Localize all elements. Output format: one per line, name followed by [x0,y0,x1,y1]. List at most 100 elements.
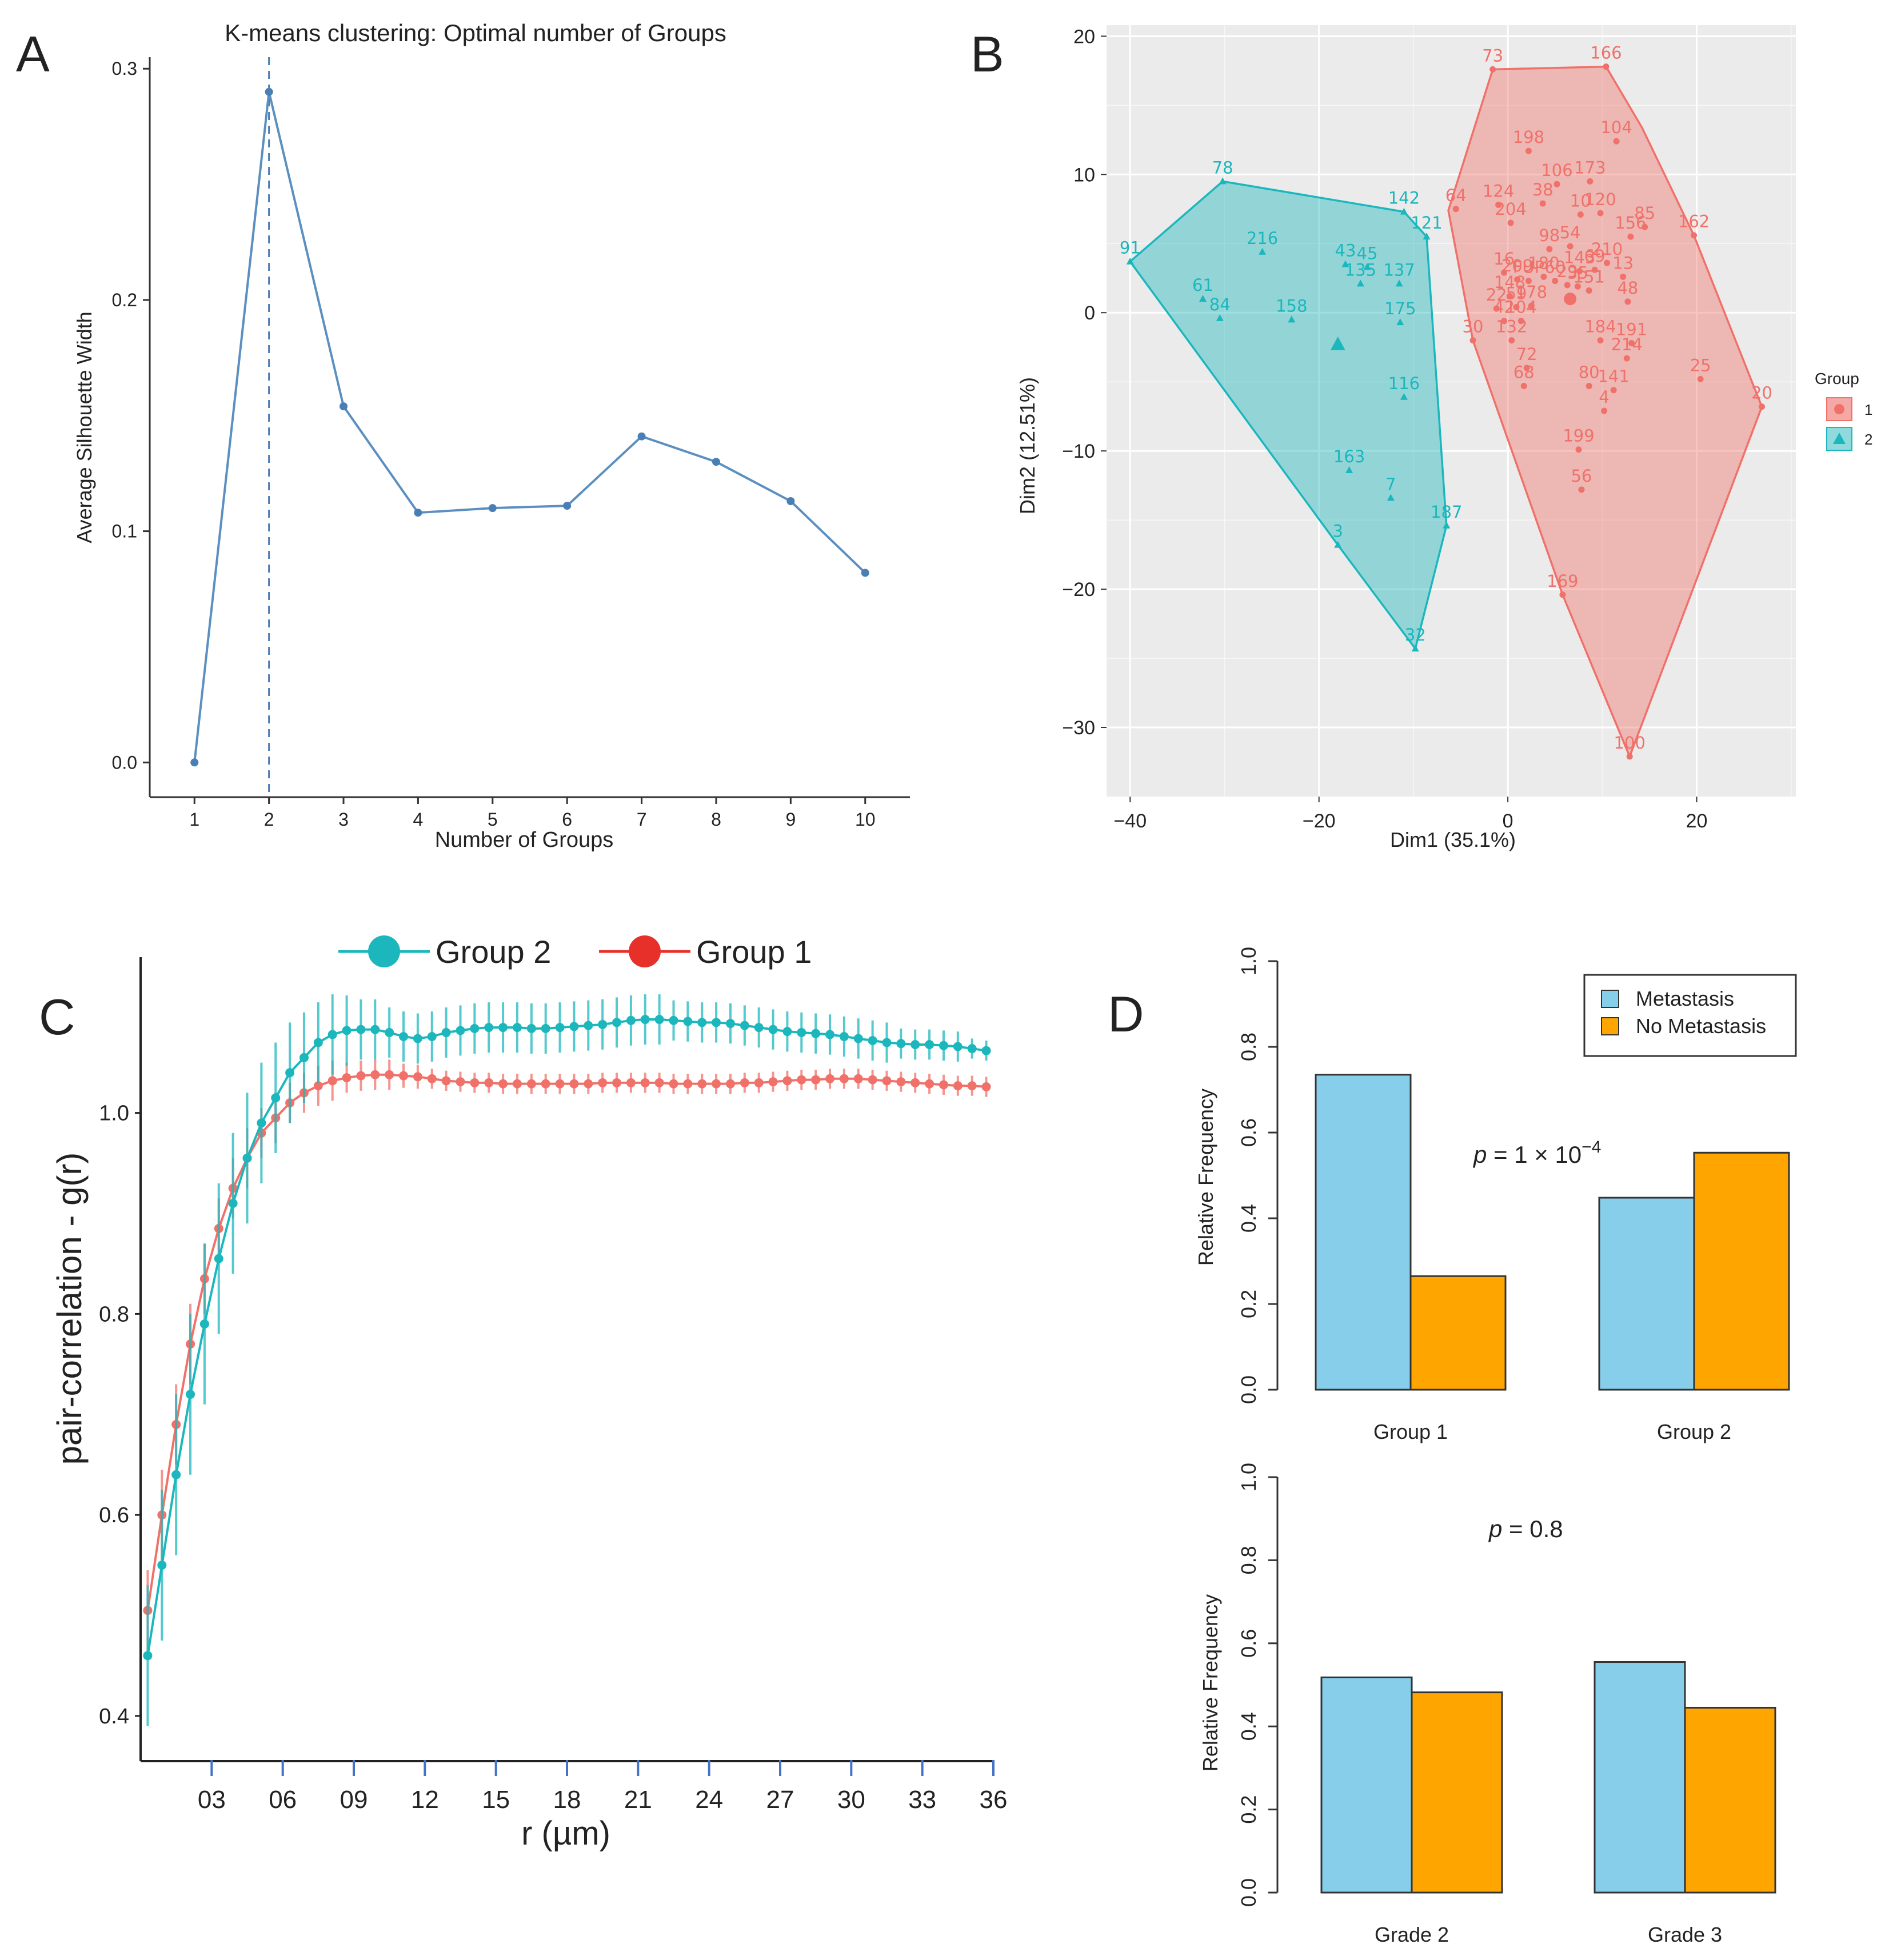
panel-c-point-group-1 [896,1077,906,1087]
panel-b-point-group-1 [1626,753,1633,760]
panel-c-point-group-1 [612,1078,622,1087]
panel-d-top-y-tick-label: 0.4 [1237,1204,1260,1233]
panel-b-point-group-1 [1525,147,1532,154]
panel-b-point-label-group-2: 216 [1247,229,1278,248]
panel-b-point-label-group-1: 59 [1506,284,1527,303]
panel-c-point-group-1 [683,1079,693,1089]
panel-d-top-category-label: Group 2 [1657,1420,1731,1443]
panel-b-point-group-1 [1587,178,1594,185]
panel-b-point-group-1 [1540,273,1547,280]
panel-b-point-group-2 [1345,466,1353,474]
panel-b-point-label-group-2: 158 [1276,296,1307,315]
panel-c-y-tick-label: 0.4 [99,1705,129,1729]
panel-b-point-label-group-1: 169 [1547,571,1578,591]
panel-b-point-group-1 [1624,298,1631,305]
panel-b-x-tick-label: 0 [1503,810,1513,832]
panel-b-plot-bg [1107,25,1796,797]
panel-d-bottom-pvalue: p = 0.8 [1488,1515,1563,1542]
panel-c-point-group-2 [598,1019,608,1029]
panel-c-xlabel: r (µm) [521,1815,610,1852]
panel-d-bottom-p-value-text: = 0.8 [1502,1515,1563,1542]
panel-c-x-tick-label: 24 [695,1786,723,1814]
panel-c-point-group-2 [186,1390,195,1399]
panel-b-point-group-2 [1216,314,1224,321]
panel-b-point-group-2 [1395,279,1403,287]
panel-c-point-group-1 [555,1079,565,1089]
panel-a-x-tick-label: 4 [413,809,424,830]
panel-c-x-tick-label: 33 [908,1786,936,1814]
panel-b-point-group-2 [1259,247,1267,255]
panel-b-legend-title: Group [1815,370,1859,387]
panel-b-legend-marker-1 [1834,404,1844,414]
panel-c-point-group-2 [740,1021,749,1030]
panel-a-point [488,504,497,513]
panel-c-point-group-1 [441,1076,451,1086]
panel-b-point-group-2 [1219,177,1227,185]
panel-b-point-label-group-2: 135 [1345,260,1376,279]
panel-d-top-y-tick-label: 1.0 [1237,947,1260,975]
panel-c-point-group-1 [313,1081,323,1091]
panel-b-point-group-1 [1691,232,1698,239]
panel-c-point-group-2 [512,1023,522,1033]
panel-a-silhouette-line [193,91,866,763]
panel-c-point-group-1 [981,1082,991,1091]
panel-label-b: B [971,26,1004,82]
panel-d-top-bar-metastasis [1315,1074,1412,1391]
panel-c-point-group-1 [925,1079,934,1089]
panel-c-point-group-2 [456,1026,465,1035]
panel-b-point-group-2 [1363,263,1371,270]
panel-c-y-tick-label: 0.6 [99,1503,129,1527]
panel-a-x-tick-label: 6 [562,809,572,830]
panel-d-bottom-p-symbol: p [1488,1515,1502,1542]
panel-b-point-label-group-1: 85 [1634,203,1655,223]
panel-b-point-label-group-2: 91 [1120,238,1141,258]
panel-b-point-group-1 [1553,181,1560,187]
panel-c-point-group-1 [569,1079,579,1089]
panel-b-point-group-2 [1396,318,1404,326]
panel-a-chart: K-means clustering: Optimal number of Gr… [73,19,910,852]
panel-c-x-tick-label: 36 [980,1786,1008,1814]
panel-b-point-label-group-1: 100 [1614,733,1646,753]
panel-b-point-label-group-2: 121 [1411,213,1442,233]
panel-c-point-group-2 [882,1038,892,1047]
panel-b-point-group-1 [1469,337,1476,344]
panel-b-point-label-group-1: 20 [1751,383,1772,403]
panel-c-point-group-1 [541,1079,550,1089]
panel-d-top-bar-metastasis [1598,1197,1695,1391]
panel-b-point-label-group-1: 10 [1570,191,1591,210]
panel-d-bottom-ylabel: Relative Frequency [1199,1594,1222,1771]
panel-c-point-group-2 [725,1019,735,1029]
panel-b-point-label-group-1: 42 [1493,298,1515,317]
panel-d-bottom-y-tick-label: 0.4 [1237,1712,1260,1741]
panel-b-x-tick-label: −40 [1113,810,1147,832]
panel-b-centroid-group-2 [1330,336,1345,350]
panel-b-x-tick-label: −20 [1303,810,1336,832]
panel-b-legend-item-2: 2 [1826,427,1872,451]
panel-c-point-group-1 [697,1079,707,1089]
panel-c-point-group-2 [967,1044,977,1054]
panel-c-point-group-1 [868,1075,877,1085]
panel-a-x-tick-label: 9 [785,809,796,830]
panel-b-point-group-1 [1578,486,1585,493]
panel-b-point-group-1 [1539,200,1546,207]
panel-c-point-group-2 [839,1031,849,1041]
panel-c-point-group-2 [782,1027,792,1037]
panel-b-point-group-1 [1613,138,1620,145]
panel-c-legend-marker-group2 [368,935,400,967]
panel-c-point-group-1 [712,1079,721,1089]
panel-d-bottom-bar-no-metastasis [1684,1706,1776,1894]
panel-c-x-tick-label: 09 [340,1786,368,1814]
panel-c-point-group-1 [370,1070,380,1079]
panel-b-point-label-group-1: 25 [1690,355,1711,375]
panel-c-x-tick-label: 30 [837,1786,865,1814]
panel-d-bottom-y-tick-label: 0.2 [1237,1795,1260,1824]
panel-c-point-group-2 [441,1027,451,1037]
panel-b-point-label-group-1: 166 [1590,43,1622,63]
panel-c-point-group-2 [157,1561,167,1570]
panel-b-point-label-group-1: 214 [1611,335,1643,354]
panel-b-point-group-1 [1610,387,1617,394]
panel-c-x-tick-label: 27 [766,1786,794,1814]
panel-a-y-tick-label: 0.2 [112,290,137,310]
panel-c-point-group-1 [498,1079,508,1089]
panel-c-x-tick-label: 15 [482,1786,510,1814]
